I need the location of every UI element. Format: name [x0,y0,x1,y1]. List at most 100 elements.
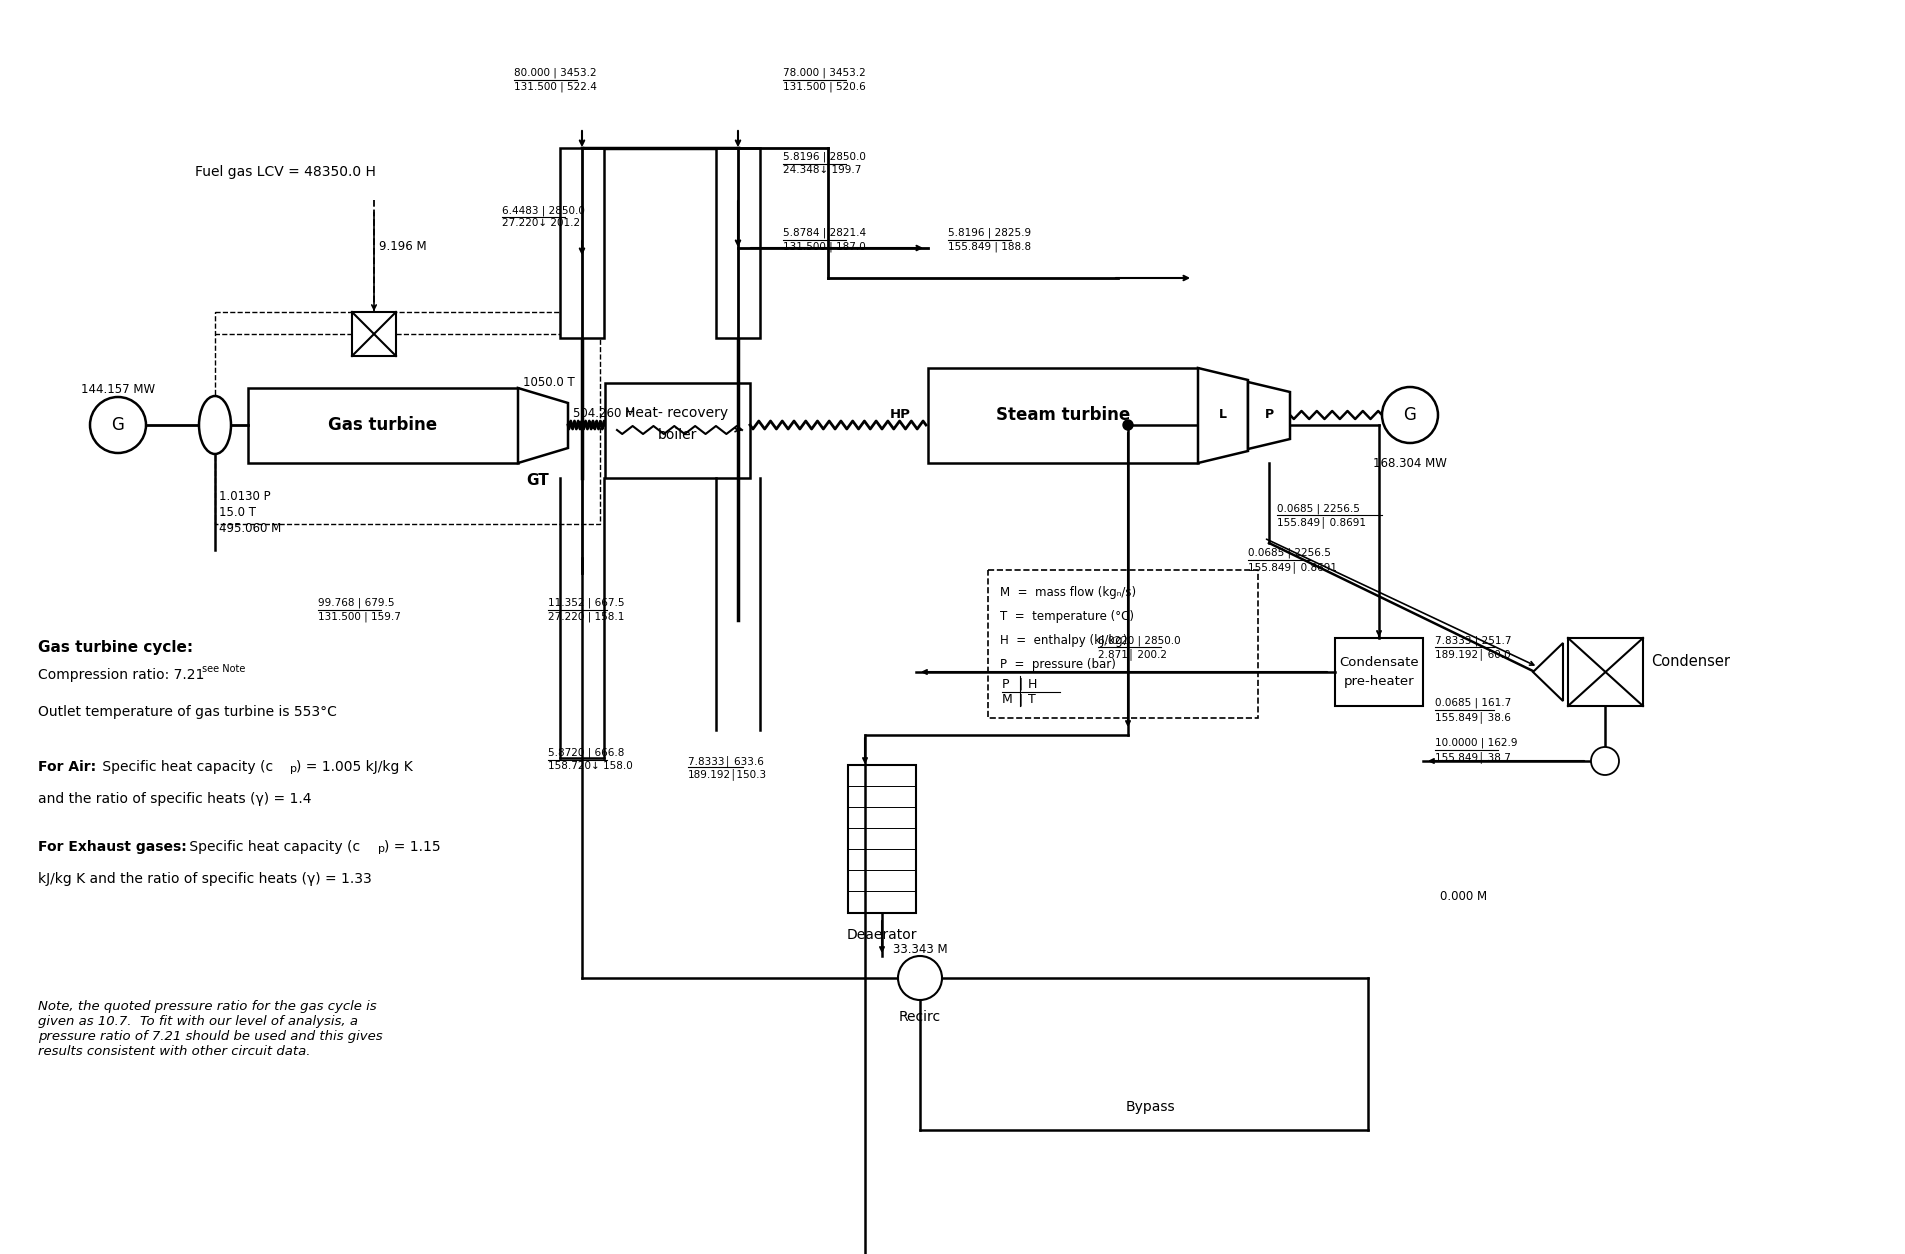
Text: 144.157 MW: 144.157 MW [80,382,154,396]
Polygon shape [1248,382,1290,449]
Text: 0.0685 | 2256.5: 0.0685 | 2256.5 [1248,548,1330,558]
Polygon shape [518,387,568,463]
Text: 189.192│150.3: 189.192│150.3 [688,767,766,780]
Text: G: G [1402,406,1415,424]
Text: see Note: see Note [202,665,246,673]
Text: Compression ratio: 7.21: Compression ratio: 7.21 [38,668,204,682]
Text: M: M [1002,693,1012,706]
Text: 80.000 | 3453.2: 80.000 | 3453.2 [514,68,596,79]
Text: and the ratio of specific heats (γ) = 1.4: and the ratio of specific heats (γ) = 1.… [38,793,311,806]
Text: Condensate: Condensate [1339,656,1417,668]
Text: 27.220 | 158.1: 27.220 | 158.1 [549,611,625,622]
Bar [604,382,749,478]
Text: 24.348↓ 199.7: 24.348↓ 199.7 [783,166,861,176]
Text: Note, the quoted pressure ratio for the gas cycle is
given as 10.7.  To fit with: Note, the quoted pressure ratio for the … [38,999,383,1058]
Text: 0.0685 | 2256.5: 0.0685 | 2256.5 [1276,503,1358,513]
Text: 131.500 | 187.0: 131.500 | 187.0 [783,241,865,252]
Text: Fuel gas LCV = 48350.0 H: Fuel gas LCV = 48350.0 H [194,166,375,179]
Text: 155.849│ 38.6: 155.849│ 38.6 [1434,711,1511,722]
Text: Deaerator: Deaerator [846,928,916,942]
Text: 189.192│ 60.0: 189.192│ 60.0 [1434,648,1511,660]
Text: 15.0 T: 15.0 T [219,507,255,519]
Text: p: p [377,844,385,854]
Text: P  =  pressure (bar): P = pressure (bar) [1000,658,1114,671]
Bar [928,367,1198,463]
Text: ) = 1.005 kJ/kg K: ) = 1.005 kJ/kg K [295,760,413,774]
Text: For Air:: For Air: [38,760,95,774]
Bar [716,148,760,339]
Text: Outlet temperature of gas turbine is 553°C: Outlet temperature of gas turbine is 553… [38,705,337,719]
Text: 131.500 | 159.7: 131.500 | 159.7 [318,611,400,622]
Bar [248,387,518,463]
Text: Condenser: Condenser [1650,655,1730,670]
Text: 1050.0 T: 1050.0 T [522,376,575,389]
Text: L: L [1219,409,1227,421]
Text: 155.849 | 188.8: 155.849 | 188.8 [947,241,1031,252]
Text: 7.8333│ 633.6: 7.8333│ 633.6 [688,755,764,767]
Text: P: P [1263,409,1273,421]
Text: G: G [112,416,124,434]
Polygon shape [1532,643,1562,701]
Text: kJ/kg K and the ratio of specific heats (γ) = 1.33: kJ/kg K and the ratio of specific heats … [38,872,371,887]
Text: For Exhaust gases:: For Exhaust gases: [38,840,187,854]
Text: 158.720↓ 158.0: 158.720↓ 158.0 [549,761,632,771]
Text: pre-heater: pre-heater [1343,676,1414,688]
Text: ) = 1.15: ) = 1.15 [383,840,440,854]
Text: HP: HP [890,409,911,421]
Bar [1334,638,1423,706]
Circle shape [1122,420,1132,430]
Bar [352,312,396,356]
Text: 168.304 MW: 168.304 MW [1372,456,1446,470]
Polygon shape [1198,367,1248,463]
Text: H: H [1027,678,1036,691]
Circle shape [1591,747,1617,775]
Bar [987,571,1257,719]
Text: 2.871│ 200.2: 2.871│ 200.2 [1097,648,1166,660]
Text: 504.260 M: 504.260 M [573,408,634,420]
Text: T  =  temperature (°C): T = temperature (°C) [1000,609,1133,623]
Bar [1568,638,1642,706]
Circle shape [90,398,147,453]
Text: P: P [1002,678,1010,691]
Text: Gas turbine cycle:: Gas turbine cycle: [38,640,192,655]
Text: 0.0685 | 161.7: 0.0685 | 161.7 [1434,698,1511,709]
Text: |: | [1017,693,1021,706]
Text: 5.8784 | 2821.4: 5.8784 | 2821.4 [783,228,865,238]
Text: Steam turbine: Steam turbine [994,406,1130,424]
Text: Bypass: Bypass [1124,1100,1173,1114]
Circle shape [1381,387,1436,443]
Text: GT: GT [526,473,549,488]
Text: 155.849│ 0.8691: 155.849│ 0.8691 [1276,515,1366,528]
Text: 5.8720 | 666.8: 5.8720 | 666.8 [549,747,625,759]
Text: 99.768 | 679.5: 99.768 | 679.5 [318,598,394,608]
Text: 1.0130 P: 1.0130 P [219,490,271,503]
Circle shape [897,956,941,999]
Ellipse shape [198,396,231,454]
Text: 131.500 | 522.4: 131.500 | 522.4 [514,82,596,92]
Text: 10.0000 | 162.9: 10.0000 | 162.9 [1434,739,1516,749]
Text: Recirc: Recirc [899,1009,941,1025]
Text: boiler: boiler [657,428,697,441]
Text: 155.849│ 0.8691: 155.849│ 0.8691 [1248,561,1335,573]
Text: 155.849│ 38.7: 155.849│ 38.7 [1434,751,1511,762]
Text: |: | [1017,678,1021,691]
Text: 5.8196 | 2825.9: 5.8196 | 2825.9 [947,228,1031,238]
Text: T: T [1027,693,1034,706]
Text: 27.220↓ 201.2: 27.220↓ 201.2 [501,218,579,228]
Text: 131.500 | 520.6: 131.500 | 520.6 [783,82,865,92]
Text: 5.8196 | 2850.0: 5.8196 | 2850.0 [783,152,865,163]
Text: 6.4483 | 2850.0: 6.4483 | 2850.0 [501,204,585,216]
Text: Specific heat capacity (c: Specific heat capacity (c [185,840,360,854]
Text: 78.000 | 3453.2: 78.000 | 3453.2 [783,68,865,79]
Text: Specific heat capacity (c: Specific heat capacity (c [97,760,272,774]
Bar [215,312,600,524]
Text: Gas turbine: Gas turbine [328,416,438,434]
Text: 0.000 M: 0.000 M [1440,890,1486,903]
Text: 11.352 | 667.5: 11.352 | 667.5 [549,598,625,608]
Bar [848,765,916,913]
Text: M  =  mass flow (kgₙ/s): M = mass flow (kgₙ/s) [1000,586,1135,599]
Text: 33.343 M: 33.343 M [892,943,947,956]
Text: Heat- recovery: Heat- recovery [625,406,728,420]
Text: 6.0220 | 2850.0: 6.0220 | 2850.0 [1097,635,1179,646]
Text: p: p [290,764,297,774]
